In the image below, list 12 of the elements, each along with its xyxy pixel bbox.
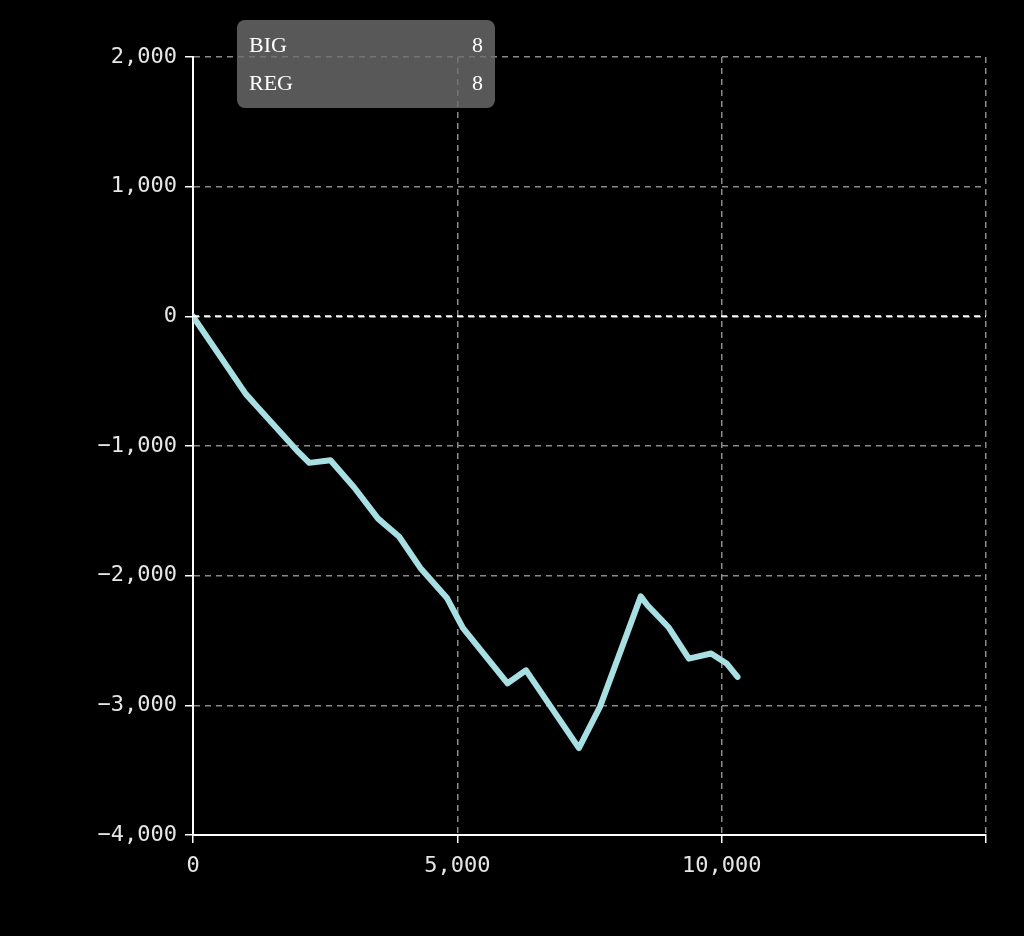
x-tick-label: 10,000 (681, 851, 762, 877)
text: REG 8 (249, 70, 483, 95)
y-tick-label: 0 (163, 302, 177, 328)
y-tick-label: 2,000 (110, 42, 177, 68)
text: BIG 8 (249, 32, 483, 57)
y-tick-label: −3,000 (97, 691, 177, 717)
x-tick-label: 5,000 (424, 851, 491, 877)
y-tick-label: 1,000 (110, 172, 177, 198)
y-tick-label: −4,000 (97, 820, 177, 846)
x-tick-label: 0 (186, 851, 200, 877)
y-tick-label: −2,000 (97, 561, 177, 587)
y-tick-label: −1,000 (97, 431, 177, 457)
